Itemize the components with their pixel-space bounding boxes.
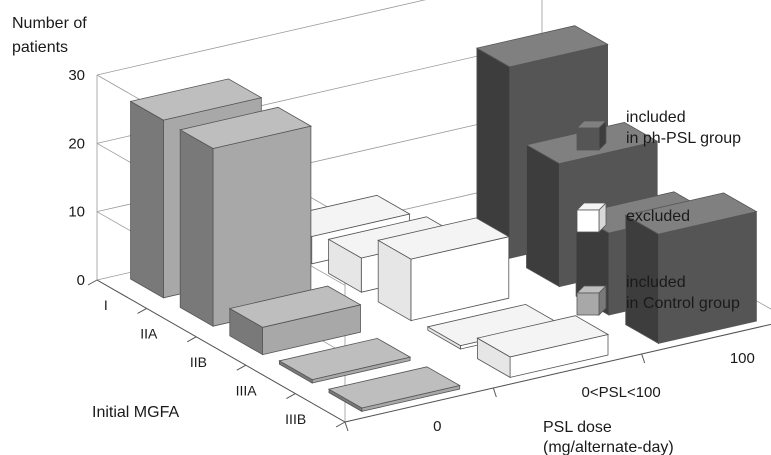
x-tick [236,364,247,371]
z-tick-label: 100 [730,350,755,367]
x-tick-label: IIIB [285,411,306,427]
x-tick [87,279,98,286]
chart-bars: I / 0<PSL<100: 4I / 0: 26IIA / 100: 28II… [129,25,758,413]
y-tick-label: 30 [68,67,85,84]
x-tick [137,307,147,314]
z-tick [492,387,497,398]
bar-top-face [327,366,461,409]
x-tick [286,393,296,400]
x-axis-line [96,279,346,423]
chart-axes [87,279,771,432]
bar: IIIB / 0<PSL<100: 3 [476,315,610,379]
bar: IIIA / 0: 0.5 [278,337,412,384]
y-axis-title-line1: Number of [12,15,87,32]
bar-top-face [624,192,758,235]
legend-swatch [576,292,600,316]
bar-top-face [179,106,312,149]
bar-top-face [278,337,412,381]
bar-top-face [475,25,609,68]
y-tick-label: 20 [68,135,85,152]
bar-top-face [129,78,263,121]
y-tick-label: 10 [68,204,85,221]
z-axis-line [344,323,771,423]
legend-label-line1: included [626,109,686,126]
chart-labels: Number of patients Initial MGFA PSL dose… [12,15,755,455]
z-tick-label: 0<PSL<100 [582,384,661,401]
z-tick-label: 0 [433,418,441,435]
bar-top-face [476,315,610,358]
x-tick-label: I [104,297,108,313]
legend-item: excluded [576,202,690,233]
y-tick-label: 0 [77,272,85,289]
bar-side-face [130,100,164,299]
bar: IIIB / 100: 16 [624,192,758,345]
x-tick-label: IIIA [236,382,258,398]
legend-label-line1: included [626,274,686,291]
bar-side-face [179,129,214,327]
legend-swatch [576,127,600,151]
legend-label-line2: in ph-PSL group [626,130,741,147]
z-axis-title-line2: (mg/alternate-day) [543,439,674,455]
legend-swatch [576,209,600,233]
bar: IIIB / 0: 0.5 [327,366,461,413]
bar: IIB / 0: 4 [228,285,362,356]
bar-top-face [377,217,510,260]
x-tick [335,421,346,428]
legend-item: included in ph-PSL group [576,109,741,151]
bar: IIA / 0: 26 [179,106,312,327]
bar-side-face [526,144,560,288]
bar-top-face [228,285,362,328]
gridline-back [96,0,426,76]
legend-label-line2: in Control group [626,295,740,312]
x-axis-title: Initial MGFA [92,404,179,421]
legend-item: included in Control group [576,274,740,316]
bar: IIB / 0<PSL<100: 9 [377,217,510,322]
x-tick [186,336,197,343]
y-axis-title-line2: patients [12,39,68,56]
z-tick [641,353,646,364]
z-tick [344,421,349,432]
x-tick-label: IIA [140,326,158,342]
x-tick-label: IIB [190,354,207,370]
z-axis-title-line1: PSL dose [543,419,612,436]
legend-label-line1: excluded [626,208,690,225]
